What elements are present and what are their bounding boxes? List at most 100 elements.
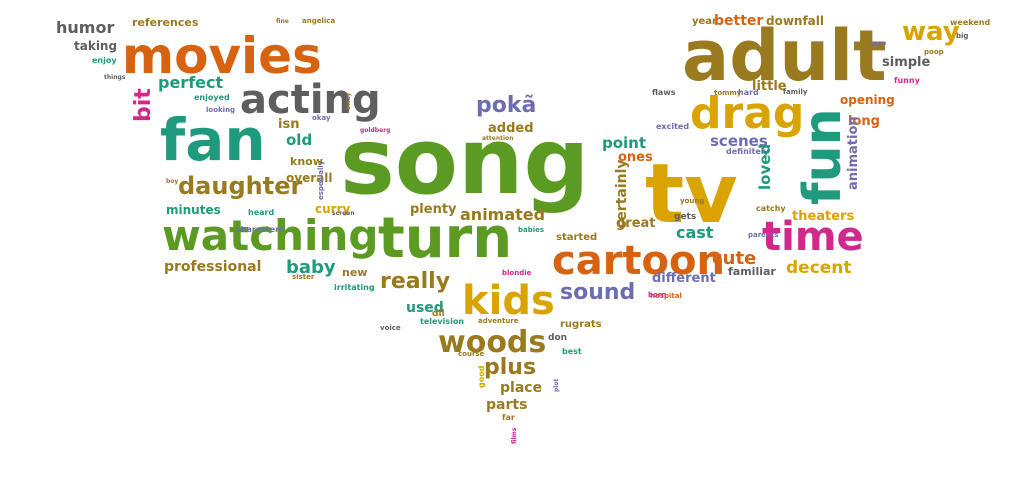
- word-rugrats: rugrats: [560, 319, 602, 330]
- word-enjoyed: enjoyed: [194, 93, 230, 102]
- word-parts: parts: [486, 397, 527, 413]
- word-watching: watching: [162, 211, 378, 260]
- word-song: song: [340, 108, 589, 215]
- word-dil: dil: [432, 309, 445, 319]
- word-flaws: flaws: [652, 88, 676, 97]
- word-cute: cute: [712, 248, 756, 269]
- word-definitely: definitely: [726, 147, 770, 156]
- word-kids: kids: [462, 278, 555, 324]
- word-perfect: perfect: [158, 73, 223, 92]
- word-young: young: [680, 197, 704, 205]
- word-theaters: theaters: [792, 209, 855, 224]
- word-ones: ones: [618, 150, 653, 165]
- word-adult: adult: [682, 15, 887, 97]
- word-overall: overall: [286, 171, 332, 185]
- word-minutes: minutes: [166, 203, 221, 217]
- word-animated: animated: [460, 205, 545, 224]
- word-heard: heard: [248, 208, 274, 217]
- word-familiar: familiar: [728, 265, 776, 278]
- word-different: different: [652, 271, 716, 286]
- word-gets: gets: [674, 212, 696, 222]
- word-things: things: [104, 74, 126, 81]
- word-far: far: [502, 413, 515, 422]
- word-fun: fun: [793, 108, 853, 205]
- word-attention: attention: [482, 135, 513, 142]
- word-boy: boy: [166, 178, 178, 185]
- word-curry: curry: [315, 202, 350, 216]
- word-fan: fan: [160, 106, 266, 174]
- word-downfall: downfall: [766, 14, 824, 28]
- word-plus: plus: [484, 355, 536, 380]
- word-big: big: [956, 32, 968, 40]
- word-baby: baby: [286, 257, 336, 278]
- word-woods: woods: [438, 325, 546, 360]
- word-turn: turn: [378, 206, 512, 271]
- word-used: used: [406, 300, 444, 316]
- word-voice: voice: [380, 324, 401, 332]
- word-way: way: [902, 17, 960, 47]
- word-poka: pokã: [476, 93, 536, 118]
- word-family: family: [783, 88, 808, 96]
- word-okay: okay: [312, 114, 331, 122]
- word-humor: humor: [56, 18, 114, 37]
- word-sound: sound: [560, 280, 635, 305]
- word-really: really: [380, 269, 450, 294]
- word-funny: funny: [894, 76, 921, 85]
- word-drag: drag: [690, 88, 804, 139]
- word-tommy: tommy: [714, 89, 742, 97]
- word-plenty: plenty: [410, 202, 457, 217]
- word-certainly: certainly: [614, 159, 630, 229]
- word-opening: opening: [840, 93, 895, 107]
- word-movies: movies: [122, 27, 322, 85]
- word-added: added: [488, 121, 534, 136]
- word-plot: plot: [553, 379, 560, 392]
- word-started: started: [556, 232, 597, 243]
- word-blondie: blondie: [502, 269, 532, 277]
- word-don: don: [548, 333, 567, 343]
- word-know: know: [290, 155, 323, 168]
- word-born: born: [648, 291, 666, 299]
- word-little: little: [752, 79, 787, 94]
- word-characters: characters: [236, 225, 284, 234]
- word-adventure: adventure: [478, 317, 519, 325]
- word-animation: animation: [846, 116, 861, 190]
- word-good: good: [477, 365, 486, 388]
- word-fine: fine: [276, 18, 289, 25]
- word-simple: simple: [882, 55, 931, 70]
- word-parents: parents: [748, 231, 778, 239]
- word-new: new: [342, 266, 367, 279]
- word-excited: excited: [656, 122, 689, 131]
- word-cartoon: cartoon: [552, 238, 725, 284]
- word-time: time: [762, 214, 864, 260]
- word-acting: acting: [240, 77, 381, 123]
- word-course: course: [458, 350, 485, 358]
- word-angelica: angelica: [302, 17, 335, 25]
- word-hard: hard: [738, 88, 759, 97]
- word-long: long: [848, 114, 880, 129]
- word-isn: isn: [278, 117, 299, 132]
- word-point: point: [602, 134, 646, 152]
- word-decent: decent: [786, 258, 852, 278]
- word-great: great: [616, 216, 656, 231]
- word-best: best: [562, 347, 582, 356]
- word-irritating: irritating: [334, 283, 375, 292]
- word-cast: cast: [676, 223, 714, 242]
- word-scenes: scenes: [710, 132, 768, 150]
- word-catchy: catchy: [756, 204, 786, 213]
- word-bit: bit: [131, 88, 156, 122]
- word-hospital: hospital: [650, 292, 682, 300]
- word-professional: professional: [164, 259, 261, 275]
- word-references: references: [132, 16, 199, 29]
- word-television: television: [420, 317, 464, 326]
- word-films: films: [511, 427, 518, 444]
- word-tv: tv: [645, 147, 738, 242]
- word-looking: looking: [206, 106, 235, 114]
- word-old: old: [286, 131, 312, 149]
- word-poop: poop: [924, 48, 944, 56]
- word-especially: especially: [317, 160, 325, 200]
- word-goldberg: goldberg: [360, 127, 390, 134]
- word-enjoy: enjoy: [92, 56, 117, 65]
- word-babies: babies: [518, 226, 544, 234]
